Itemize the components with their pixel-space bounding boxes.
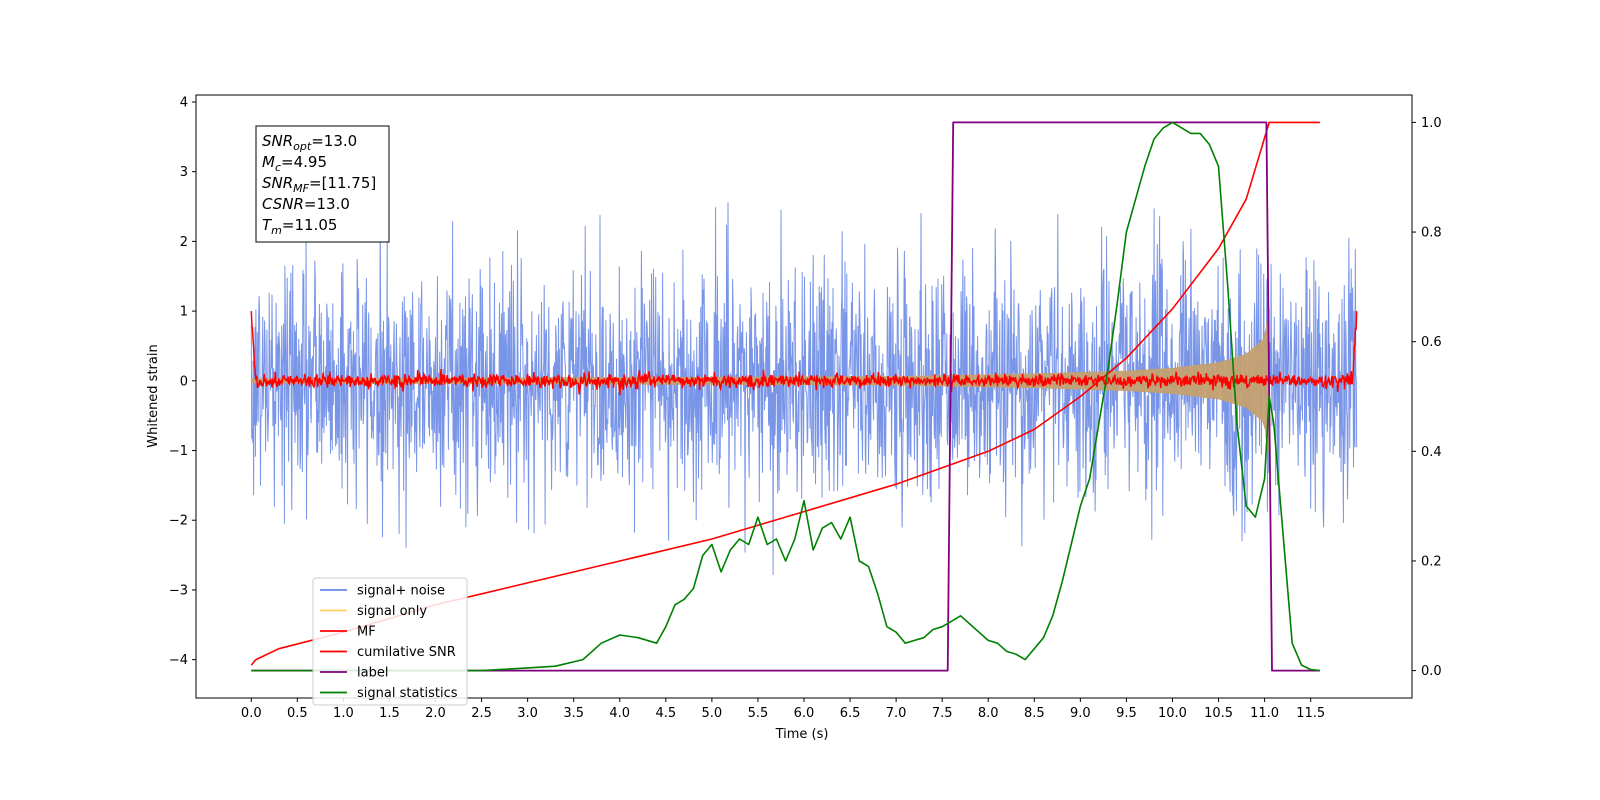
x-tick-label: 2.5 — [471, 706, 492, 721]
x-tick-label: 3.0 — [517, 706, 538, 721]
x-tick-label: 8.5 — [1024, 706, 1045, 721]
info-box-line: Mc=4.95 — [262, 153, 327, 174]
y-axis-label: Whitened strain — [146, 344, 161, 447]
info-box-line: Tm=11.05 — [262, 216, 337, 237]
y-right-tick-label: 0.2 — [1421, 554, 1442, 569]
x-tick-label: 8.0 — [978, 706, 999, 721]
x-tick-label: 7.0 — [886, 706, 907, 721]
x-tick-label: 11.0 — [1250, 706, 1279, 721]
y-left-tick-label: −4 — [169, 653, 188, 668]
y-right-tick-label: 0.8 — [1421, 226, 1442, 241]
x-tick-label: 4.5 — [655, 706, 676, 721]
y-right-tick-label: 0.6 — [1421, 335, 1442, 350]
x-tick-label: 11.5 — [1296, 706, 1325, 721]
y-axis-left: −4 −3 −2 −1 0 1 2 3 4 — [169, 95, 196, 668]
x-tick-label: 4.0 — [609, 706, 630, 721]
legend-item-label: cumilative SNR — [357, 645, 456, 660]
series-label-line — [251, 121, 1320, 672]
x-tick-label: 10.0 — [1158, 706, 1187, 721]
x-tick-label: 6.0 — [794, 706, 815, 721]
legend-item-label: signal+ noise — [357, 584, 445, 599]
legend-item-label: label — [357, 666, 388, 681]
y-left-tick-label: 4 — [180, 95, 188, 110]
y-left-tick-label: 1 — [180, 305, 188, 320]
info-box-line: SNRopt=13.0 — [262, 132, 357, 153]
y-left-tick-label: −1 — [169, 444, 188, 459]
x-tick-label: 3.5 — [563, 706, 584, 721]
y-left-tick-label: 3 — [180, 165, 188, 180]
x-tick-label: 2.0 — [425, 706, 446, 721]
x-tick-label: 9.5 — [1116, 706, 1137, 721]
y-right-tick-label: 0.0 — [1421, 664, 1442, 679]
x-tick-label: 7.5 — [932, 706, 953, 721]
info-box: SNRopt=13.0Mc=4.95SNRMF=[11.75]CSNR=13.0… — [255, 125, 390, 243]
x-axis: 0.0 0.5 1.0 1.5 2.0 2.5 3.0 3.5 4.0 4.5 5.0 5.5 6.0 6… — [241, 698, 1325, 721]
legend-item-label: MF — [357, 625, 376, 640]
y-axis-right: 0.0 0.2 0.4 0.6 0.8 1.0 — [1412, 116, 1442, 679]
y-left-tick-label: −3 — [169, 583, 188, 598]
y-right-tick-label: 0.4 — [1421, 445, 1442, 460]
x-tick-label: 0.0 — [241, 706, 262, 721]
y-left-tick-label: −2 — [169, 514, 188, 529]
x-tick-label: 5.5 — [748, 706, 769, 721]
legend-item-label: signal statistics — [357, 686, 458, 701]
info-box-frame — [255, 125, 390, 243]
x-tick-label: 1.0 — [333, 706, 354, 721]
x-tick-label: 5.0 — [702, 706, 723, 721]
x-tick-label: 0.5 — [287, 706, 308, 721]
x-tick-label: 1.5 — [379, 706, 400, 721]
series-mf-line — [250, 311, 1358, 396]
legend: signal+ noise signal only MF cumilative SNR… — [312, 577, 468, 706]
y-left-tick-label: 2 — [180, 235, 188, 250]
x-tick-label: 10.5 — [1204, 706, 1233, 721]
x-axis-label: Time (s) — [775, 727, 829, 742]
legend-frame — [312, 577, 468, 706]
plot-area — [250, 121, 1358, 672]
series-signal-statistics-line — [251, 121, 1320, 672]
x-tick-label: 9.0 — [1070, 706, 1091, 721]
info-box-line: SNRMF=[11.75] — [262, 174, 376, 195]
legend-item-label: signal only — [357, 604, 427, 619]
x-tick-label: 6.5 — [840, 706, 861, 721]
info-box-line: CSNR=13.0 — [262, 195, 350, 213]
y-left-tick-label: 0 — [180, 374, 188, 389]
y-right-tick-label: 1.0 — [1421, 116, 1442, 131]
